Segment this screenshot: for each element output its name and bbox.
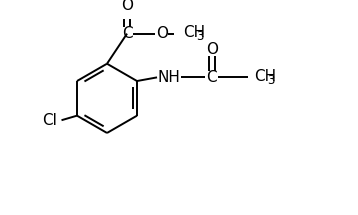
Text: O: O bbox=[206, 42, 218, 57]
Text: C: C bbox=[207, 70, 217, 85]
Text: CH: CH bbox=[255, 69, 277, 84]
Text: O: O bbox=[156, 26, 168, 41]
Text: 3: 3 bbox=[267, 74, 275, 87]
Text: 3: 3 bbox=[196, 30, 204, 43]
Text: O: O bbox=[121, 0, 133, 13]
Text: NH: NH bbox=[158, 70, 180, 85]
Text: Cl: Cl bbox=[42, 113, 57, 128]
Text: C: C bbox=[122, 26, 132, 41]
Text: CH: CH bbox=[184, 25, 206, 40]
